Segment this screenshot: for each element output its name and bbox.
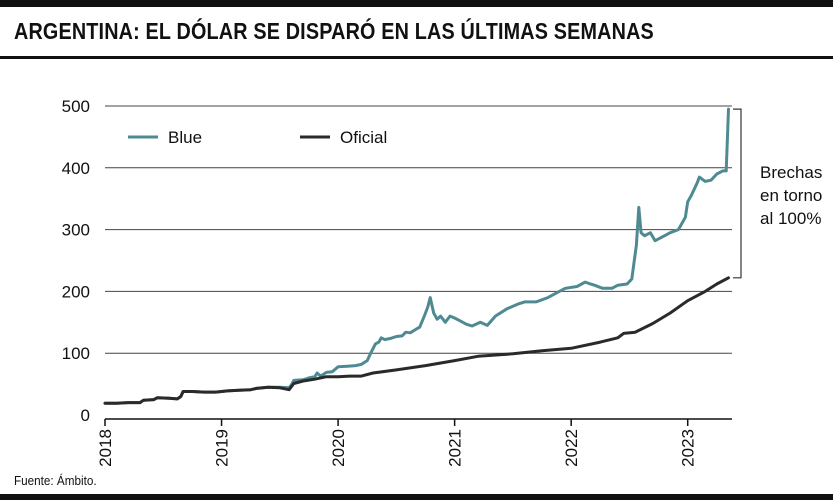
y-tick-label: 400: [62, 159, 90, 178]
series-line-blue: [103, 107, 730, 405]
x-tick-label: 2023: [679, 429, 698, 467]
y-tick-label: 500: [62, 97, 90, 116]
y-tick-label: 100: [62, 344, 90, 363]
series-line-oficial: [103, 276, 730, 405]
legend-label-oficial: Oficial: [340, 128, 387, 147]
top-rule: [0, 0, 833, 7]
x-tick-label: 2021: [446, 429, 465, 467]
y-tick-label: 0: [81, 406, 90, 425]
y-tick-label: 300: [62, 221, 90, 240]
annotation: Brechas en torno al 100%: [760, 163, 822, 228]
x-tick-label: 2018: [96, 429, 115, 467]
y-tick-label: 200: [62, 282, 90, 301]
bottom-rule: [0, 494, 833, 500]
source-note: Fuente: Ámbito.: [14, 473, 97, 488]
x-tick-label: 2022: [562, 429, 581, 467]
legend-label-blue: Blue: [168, 128, 202, 147]
chart-title: ARGENTINA: EL DÓLAR SE DISPARÓ EN LAS ÚL…: [14, 18, 654, 44]
x-tick-label: 2019: [213, 429, 232, 467]
title-rule: [0, 56, 833, 59]
x-tick-label: 2020: [329, 429, 348, 467]
annotation-line: Brechas: [760, 163, 822, 182]
legend: Blue Oficial: [128, 128, 387, 147]
annotation-line: al 100%: [760, 209, 821, 228]
annotation-line: en torno: [760, 186, 822, 205]
annotation-bracket: [733, 108, 742, 279]
